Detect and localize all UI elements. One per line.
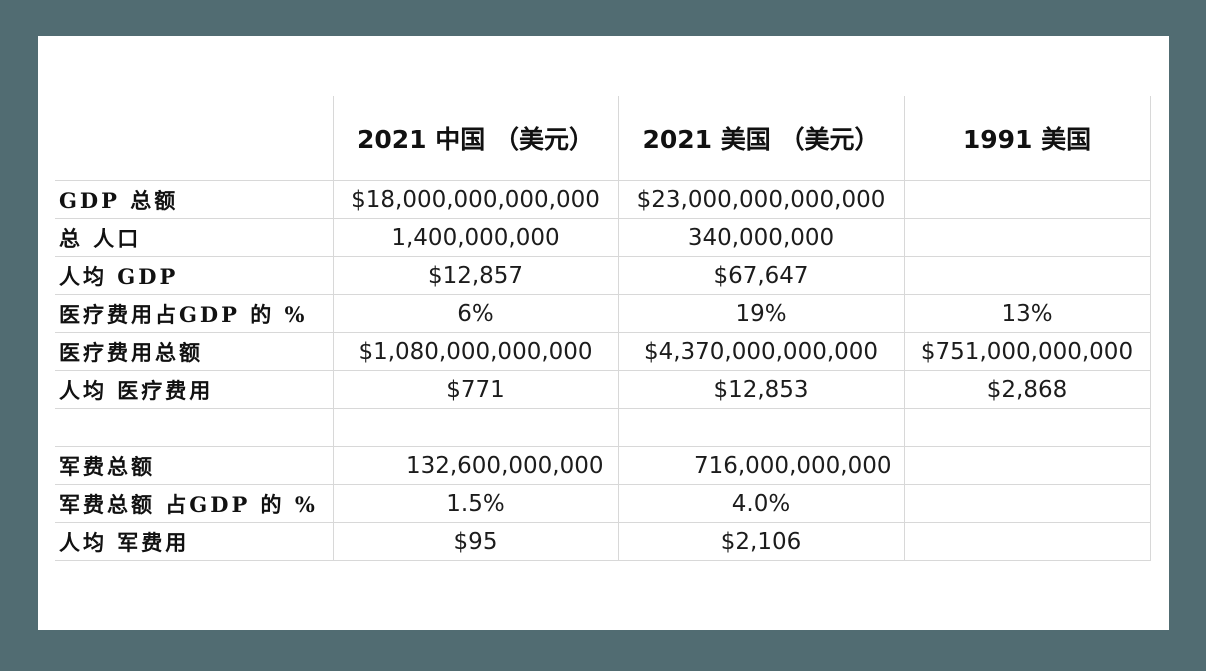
table-row: 总 人口 1,400,000,000 340,000,000 (55, 218, 1151, 257)
table-cell: $23,000,000,000,000 (618, 180, 905, 219)
table-cell: 19% (618, 294, 905, 333)
row-label: GDP 总额 (55, 180, 333, 219)
table-cell (904, 180, 1151, 219)
table-cell: 6% (332, 294, 619, 333)
table-row: 医疗费用占GDP 的 % 6% 19% 13% (55, 294, 1151, 333)
table-cell: $2,868 (904, 370, 1151, 409)
table-cell (904, 256, 1151, 295)
table-cell: $771 (332, 370, 619, 409)
table-cell: $12,853 (618, 370, 905, 409)
header-cell-label (55, 96, 333, 181)
table-cell (904, 446, 1151, 485)
table-cell: $12,857 (332, 256, 619, 295)
table-row: 人均 军费用 $95 $2,106 (55, 522, 1151, 561)
table-row: 军费总额 占GDP 的 % 1.5% 4.0% (55, 484, 1151, 523)
table-cell (332, 408, 619, 447)
table-cell: $4,370,000,000,000 (618, 332, 905, 371)
table-cell: $67,647 (618, 256, 905, 295)
data-table: 2021 中国 （美元） 2021 美国 （美元） 1991 美国 GDP 总额… (55, 96, 1151, 561)
row-label: 军费总额 (55, 446, 333, 485)
header-cell-usa-2021: 2021 美国 （美元） (618, 96, 905, 181)
table-cell: 1.5% (332, 484, 619, 523)
row-label: 人均 GDP (55, 256, 333, 295)
table-cell: $95 (332, 522, 619, 561)
row-label: 人均 医疗费用 (55, 370, 333, 409)
row-label: 人均 军费用 (55, 522, 333, 561)
table-cell: 1,400,000,000 (332, 218, 619, 257)
table-cell (904, 522, 1151, 561)
table-row: GDP 总额 $18,000,000,000,000 $23,000,000,0… (55, 180, 1151, 219)
table-cell: $2,106 (618, 522, 905, 561)
table-row: 人均 医疗费用 $771 $12,853 $2,868 (55, 370, 1151, 409)
row-label (55, 408, 333, 447)
header-row: 2021 中国 （美元） 2021 美国 （美元） 1991 美国 (55, 96, 1151, 181)
row-label: 医疗费用总额 (55, 332, 333, 371)
row-label: 军费总额 占GDP 的 % (55, 484, 333, 523)
table-cell (904, 408, 1151, 447)
header-cell-usa-1991: 1991 美国 (904, 96, 1151, 181)
table-row: 医疗费用总额 $1,080,000,000,000 $4,370,000,000… (55, 332, 1151, 371)
table-cell (904, 484, 1151, 523)
table-cell: 340,000,000 (618, 218, 905, 257)
spreadsheet-page: 2021 中国 （美元） 2021 美国 （美元） 1991 美国 GDP 总额… (38, 36, 1169, 630)
table-cell: 4.0% (618, 484, 905, 523)
table-row: 人均 GDP $12,857 $67,647 (55, 256, 1151, 295)
table-cell (618, 408, 905, 447)
table-cell: $1,080,000,000,000 (332, 332, 619, 371)
table-cell: $751,000,000,000 (904, 332, 1151, 371)
table-cell (904, 218, 1151, 257)
row-label: 医疗费用占GDP 的 % (55, 294, 333, 333)
row-label: 总 人口 (55, 218, 333, 257)
table-cell: 716,000,000,000 (618, 446, 905, 485)
table-cell: 13% (904, 294, 1151, 333)
header-cell-china-2021: 2021 中国 （美元） (332, 96, 619, 181)
table-cell: $18,000,000,000,000 (332, 180, 619, 219)
table-row: 军费总额 132,600,000,000 716,000,000,000 (55, 446, 1151, 485)
table-cell: 132,600,000,000 (332, 446, 619, 485)
table-row-empty (55, 408, 1151, 447)
